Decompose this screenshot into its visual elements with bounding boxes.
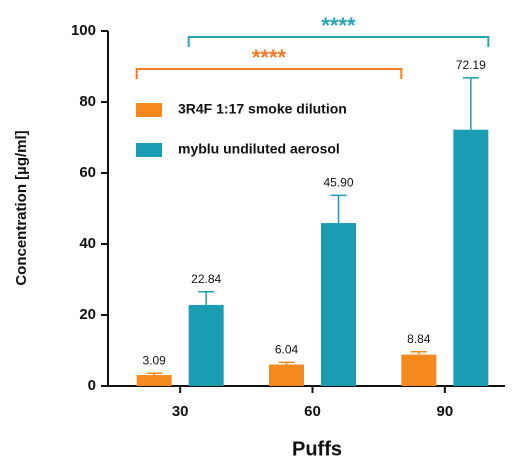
bar [136, 375, 172, 386]
error-bar [330, 194, 347, 224]
value-label: 22.84 [191, 272, 221, 286]
bar [453, 129, 489, 386]
bar [401, 354, 437, 386]
significance-bracket [135, 68, 403, 79]
bar [321, 223, 356, 386]
error-bar [198, 291, 215, 305]
value-label: 45.90 [323, 176, 353, 190]
significance-stars: **** [252, 45, 287, 70]
bar [269, 364, 304, 386]
x-tick-label: 30 [172, 403, 189, 420]
y-tick-label: 100 [71, 22, 96, 39]
y-axis-label: Concentration [µg/ml] [13, 130, 30, 285]
error-bar [462, 77, 479, 130]
bar [188, 304, 224, 386]
significance-bracket [187, 36, 490, 47]
significance-stars: **** [321, 13, 356, 38]
x-tick-label: 60 [304, 403, 321, 420]
legend-label: 3R4F 1:17 smoke dilution [178, 101, 347, 117]
legend-label: myblu undiluted aerosol [178, 141, 340, 157]
y-tick-label: 20 [79, 306, 96, 323]
y-tick-label: 40 [79, 235, 96, 252]
legend-swatch [136, 103, 162, 117]
x-axis-label: Puffs [292, 438, 342, 460]
y-tick-label: 80 [79, 93, 96, 110]
value-label: 72.19 [456, 58, 486, 72]
x-tick-label: 90 [436, 403, 453, 420]
error-bar [146, 372, 163, 376]
error-bar [278, 361, 295, 365]
error-bar [410, 351, 427, 355]
y-tick-label: 60 [79, 164, 96, 181]
value-label: 6.04 [275, 343, 299, 357]
legend-swatch [136, 143, 162, 157]
value-label: 3.09 [142, 353, 166, 367]
value-label: 8.84 [407, 332, 431, 346]
y-tick-label: 0 [88, 377, 96, 394]
